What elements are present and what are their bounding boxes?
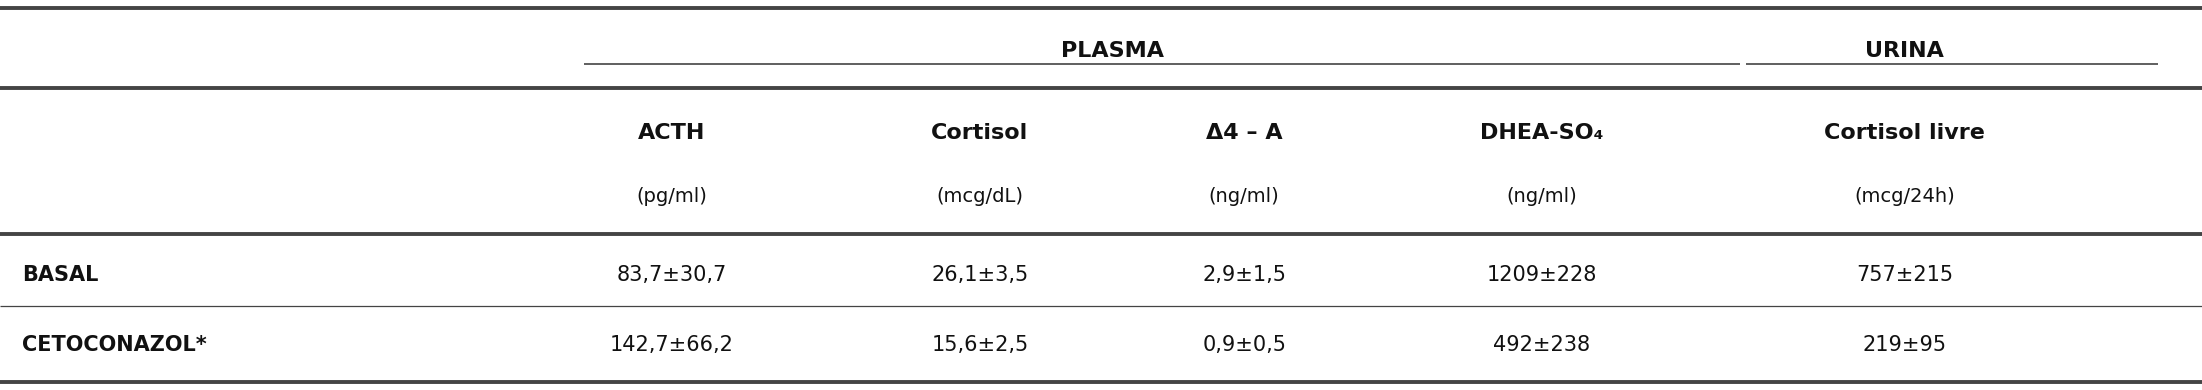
- Text: 219±95: 219±95: [1863, 335, 1947, 355]
- Text: Cortisol: Cortisol: [931, 122, 1028, 143]
- Text: ACTH: ACTH: [639, 122, 705, 143]
- Text: 757±215: 757±215: [1856, 265, 1953, 285]
- Text: Cortisol livre: Cortisol livre: [1823, 122, 1986, 143]
- Text: 83,7±30,7: 83,7±30,7: [617, 265, 727, 285]
- Text: 492±238: 492±238: [1493, 335, 1590, 355]
- Text: Δ4 – A: Δ4 – A: [1207, 122, 1282, 143]
- Text: (mcg/24h): (mcg/24h): [1854, 188, 1955, 206]
- Text: (ng/ml): (ng/ml): [1506, 188, 1577, 206]
- Text: (pg/ml): (pg/ml): [636, 188, 707, 206]
- Text: CETOCONAZOL*: CETOCONAZOL*: [22, 335, 207, 355]
- Text: PLASMA: PLASMA: [1061, 41, 1163, 61]
- Text: 2,9±1,5: 2,9±1,5: [1202, 265, 1286, 285]
- Text: (mcg/dL): (mcg/dL): [936, 188, 1024, 206]
- Text: 15,6±2,5: 15,6±2,5: [931, 335, 1028, 355]
- Text: 0,9±0,5: 0,9±0,5: [1202, 335, 1286, 355]
- Text: URINA: URINA: [1865, 41, 1944, 61]
- Text: (ng/ml): (ng/ml): [1209, 188, 1279, 206]
- Text: DHEA-SO₄: DHEA-SO₄: [1480, 122, 1603, 143]
- Text: 26,1±3,5: 26,1±3,5: [931, 265, 1028, 285]
- Text: 1209±228: 1209±228: [1486, 265, 1596, 285]
- Text: BASAL: BASAL: [22, 265, 99, 285]
- Text: 142,7±66,2: 142,7±66,2: [610, 335, 733, 355]
